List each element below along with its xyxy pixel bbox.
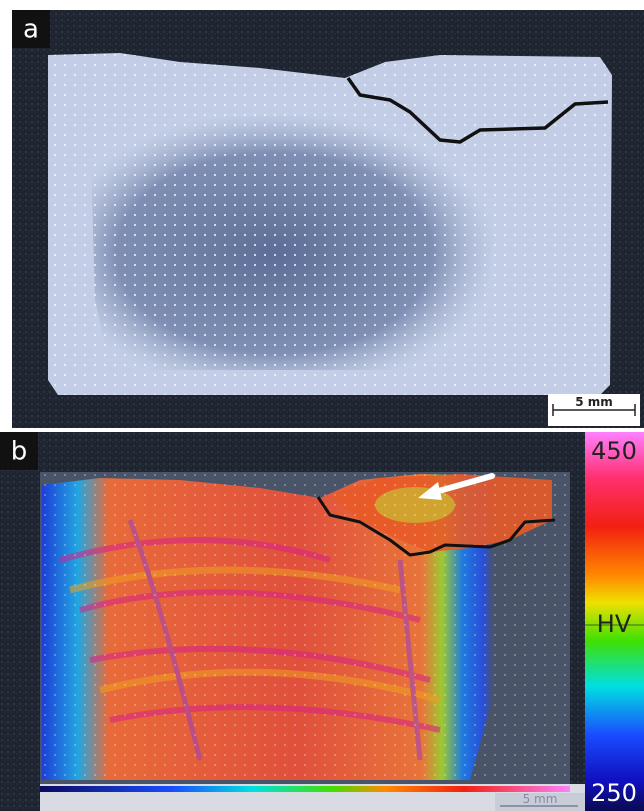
panel-label: a xyxy=(23,15,39,45)
colorbar-max: 450 xyxy=(591,437,637,465)
colorbar-unit: HV xyxy=(597,610,632,638)
scale-text: 5 mm xyxy=(523,792,558,806)
indent-grid xyxy=(40,472,570,784)
colorbar: 450 HV 250 xyxy=(585,432,644,811)
map-legend-bar xyxy=(40,786,570,792)
panel-a: a 5 mm xyxy=(12,10,644,428)
panel-label: b xyxy=(11,437,28,467)
panel-b: 5 mm b xyxy=(0,432,585,811)
figure: a 5 mm 5 mm b 450 HV 250 xyxy=(0,0,644,811)
colorbar-min: 250 xyxy=(591,779,637,807)
indent-grid xyxy=(48,53,612,395)
page: a 5 mm 5 mm b 450 HV 250 (() = xyxy=(0,0,644,811)
scale-text: 5 mm xyxy=(575,395,613,409)
